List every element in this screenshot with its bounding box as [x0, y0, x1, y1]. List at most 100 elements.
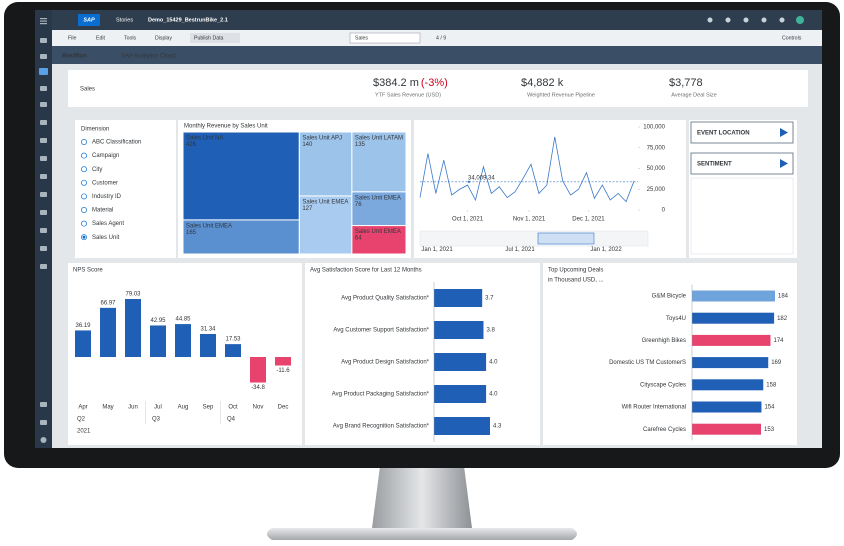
side-nav-icons — [39, 18, 48, 443]
kpi-delta: (-3%) — [421, 77, 448, 89]
radio-button[interactable] — [81, 220, 87, 227]
bar[interactable] — [692, 312, 775, 324]
data-label: 4.0 — [489, 392, 498, 398]
bar[interactable] — [225, 344, 241, 357]
sentiment-button[interactable] — [690, 152, 794, 175]
page-select: Sales — [355, 35, 368, 41]
bar[interactable] — [434, 385, 487, 403]
y-tick-label: Toys4U — [666, 316, 686, 322]
y-tick-label: Avg Customer Support Satisfaction* — [333, 328, 429, 334]
treemap-tile[interactable] — [351, 225, 407, 255]
bar[interactable] — [434, 321, 484, 339]
year-label: 2021 — [77, 429, 91, 435]
navigator-label: Jan 1, 2022 — [590, 247, 622, 253]
navigator-label: Jul 1, 2021 — [505, 247, 535, 253]
bar[interactable] — [175, 324, 191, 357]
button-label[interactable]: EVENT LOCATION — [697, 131, 750, 137]
data-label: 174 — [773, 338, 784, 344]
bar[interactable] — [692, 379, 764, 391]
tile-value: 426 — [186, 142, 197, 148]
bar[interactable] — [100, 307, 116, 357]
bar[interactable] — [692, 290, 775, 302]
bar[interactable] — [275, 357, 291, 366]
radio-button[interactable] — [81, 207, 87, 213]
quarter-label: Q3 — [152, 417, 161, 423]
x-tick-label: Nov 1, 2021 — [513, 217, 546, 223]
button-label[interactable]: SENTIMENT — [697, 162, 732, 168]
data-label: 66.97 — [100, 300, 116, 306]
data-label: 31.34 — [200, 327, 216, 333]
chart-title: NPS Score — [73, 268, 103, 274]
radio-button[interactable] — [81, 179, 87, 186]
menu-item[interactable]: Edit — [96, 35, 105, 41]
data-label: 184 — [778, 294, 789, 300]
treemap-tile[interactable] — [298, 131, 353, 197]
bar[interactable] — [692, 423, 762, 435]
bar[interactable] — [692, 357, 769, 369]
toolbar — [52, 30, 822, 46]
dimension-option[interactable]: Campaign — [92, 153, 119, 159]
page-counter: 4 / 9 — [436, 35, 446, 41]
satisfaction-panel — [305, 263, 540, 445]
bar[interactable] — [434, 353, 487, 371]
menu-item[interactable]: Tools — [124, 35, 137, 41]
dimension-option[interactable]: Material — [92, 208, 113, 214]
data-label: -11.6 — [276, 368, 290, 374]
y-tick-label: G&M Bicycle — [652, 294, 687, 300]
data-label: 36.19 — [75, 323, 91, 329]
page-dropdown[interactable] — [349, 32, 421, 44]
tile-label: Sales Unit LATAM — [355, 136, 403, 142]
navigator[interactable] — [419, 230, 649, 247]
controls: Controls — [782, 35, 802, 41]
bar[interactable] — [250, 357, 266, 383]
radio-button[interactable] — [81, 193, 87, 200]
menu-item[interactable]: File — [68, 35, 76, 41]
radio-button[interactable] — [81, 139, 87, 145]
bar[interactable] — [434, 417, 490, 435]
header-panel — [68, 70, 808, 107]
bar[interactable] — [692, 401, 762, 413]
brand-bar — [52, 46, 822, 64]
y-tick-label: Cityscape Cycles — [640, 382, 686, 388]
menu-item[interactable]: Display — [155, 35, 172, 41]
publish-button-bg[interactable] — [190, 33, 240, 43]
y-tick-label: 25,000 — [647, 187, 666, 193]
x-tick-label: Dec 1, 2021 — [572, 217, 605, 223]
kpi-label: Weighted Revenue Pipeline — [527, 92, 595, 98]
event-location-button[interactable] — [690, 121, 794, 144]
bar[interactable] — [692, 334, 771, 346]
chart-title: Avg Satisfaction Score for Last 12 Month… — [310, 268, 422, 274]
bar[interactable] — [125, 299, 141, 357]
data-label: -34.8 — [251, 385, 265, 391]
bar[interactable] — [150, 325, 166, 357]
radio-button[interactable] — [81, 152, 87, 159]
data-label: 79.03 — [125, 292, 141, 298]
dimension-option[interactable]: Customer — [92, 180, 118, 186]
x-tick-label: Oct — [228, 405, 238, 411]
treemap-tile[interactable] — [351, 131, 407, 193]
kpi-label: Average Deal Size — [671, 92, 716, 98]
tile-value: 135 — [355, 142, 366, 148]
y-tick-label: 100,000 — [643, 125, 665, 131]
dimension-option[interactable]: City — [92, 167, 102, 173]
bar[interactable] — [200, 333, 216, 357]
shell-icons — [707, 16, 804, 24]
dimension-option[interactable]: Industry ID — [92, 194, 122, 200]
tile-value: 165 — [186, 230, 197, 236]
y-tick-label: Avg Product Packaging Satisfaction* — [332, 392, 430, 398]
dimension-option[interactable]: ABC Classification — [92, 140, 141, 146]
y-tick-label: 75,000 — [647, 145, 666, 151]
treemap-tile[interactable] — [182, 219, 300, 255]
treemap-tile[interactable] — [182, 131, 300, 221]
y-tick-label: 50,000 — [647, 166, 666, 172]
tile-label: Sales Unit EMEA — [186, 224, 232, 230]
dimension-option[interactable]: Sales Unit — [92, 235, 120, 241]
dimension-option[interactable]: Sales Agent — [92, 221, 124, 227]
tile-label: Sales Unit NA — [186, 136, 223, 142]
navigator-window[interactable] — [537, 232, 595, 245]
bar[interactable] — [434, 289, 483, 307]
radio-button[interactable] — [81, 166, 87, 173]
bar[interactable] — [75, 330, 91, 357]
